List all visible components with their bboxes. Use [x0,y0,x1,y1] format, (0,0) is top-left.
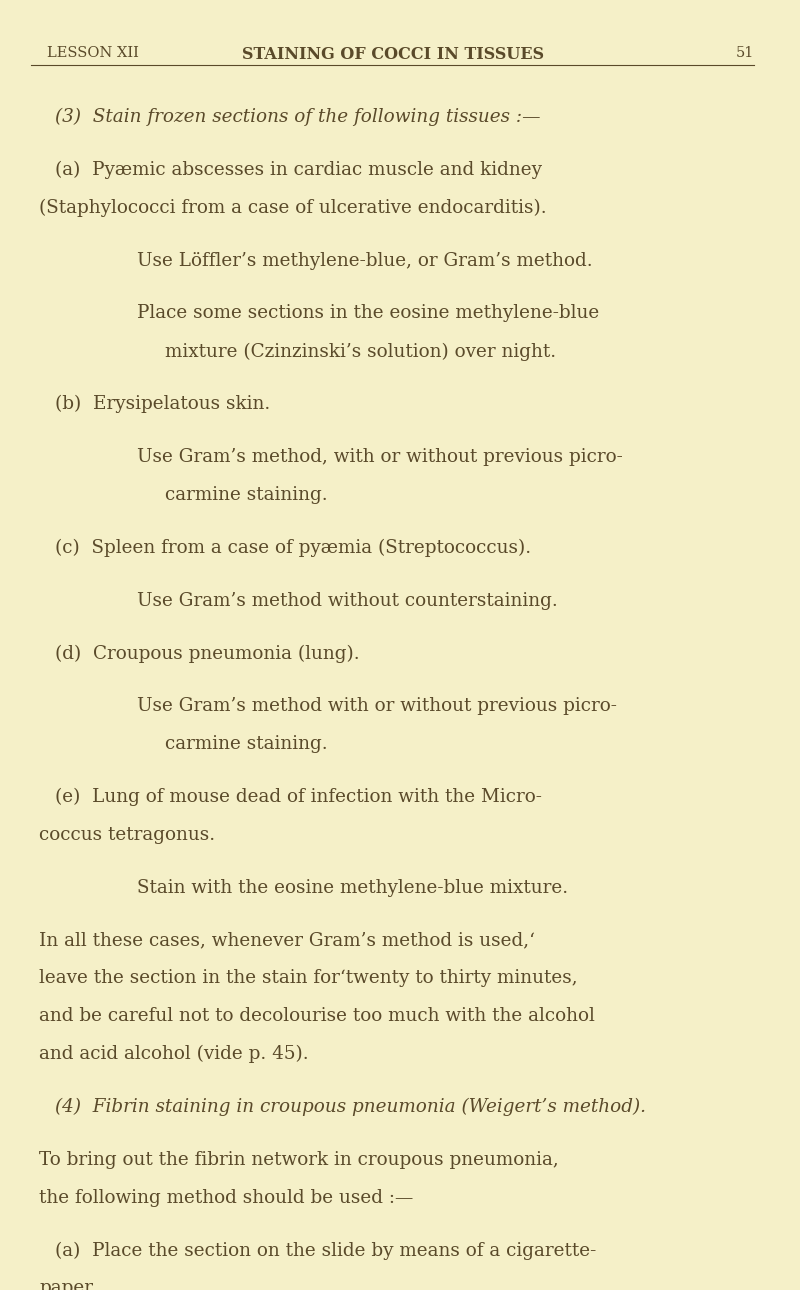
Text: Use Gram’s method with or without previous picro-: Use Gram’s method with or without previo… [138,697,618,715]
Text: carmine staining.: carmine staining. [165,486,328,504]
Text: (a)  Pyæmic abscesses in cardiac muscle and kidney: (a) Pyæmic abscesses in cardiac muscle a… [55,161,542,179]
Text: and acid alcohol (vide p. 45).: and acid alcohol (vide p. 45). [39,1045,309,1063]
Text: (c)  Spleen from a case of pyæmia (Streptococcus).: (c) Spleen from a case of pyæmia (Strept… [55,539,531,557]
Text: Stain with the eosine methylene-blue mixture.: Stain with the eosine methylene-blue mix… [138,878,569,897]
Text: and be careful not to decolourise too much with the alcohol: and be careful not to decolourise too mu… [39,1007,595,1026]
Text: (e)  Lung of mouse dead of infection with the Micro-: (e) Lung of mouse dead of infection with… [55,788,542,806]
Text: carmine staining.: carmine staining. [165,735,328,753]
Text: (Staphylococci from a case of ulcerative endocarditis).: (Staphylococci from a case of ulcerative… [39,199,547,217]
Text: leave the section in the stain for‘twenty to thirty minutes,: leave the section in the stain for‘twent… [39,969,578,987]
Text: (3)  Stain frozen sections of the following tissues :—: (3) Stain frozen sections of the followi… [55,108,541,126]
Text: Place some sections in the eosine methylene-blue: Place some sections in the eosine methyl… [138,304,600,322]
Text: (d)  Croupous pneumonia (lung).: (d) Croupous pneumonia (lung). [55,644,360,663]
Text: LESSON XII: LESSON XII [47,46,139,59]
Text: mixture (Czinzinski’s solution) over night.: mixture (Czinzinski’s solution) over nig… [165,342,556,361]
Text: the following method should be used :—: the following method should be used :— [39,1188,414,1206]
Text: (b)  Erysipelatous skin.: (b) Erysipelatous skin. [55,395,270,413]
Text: coccus tetragonus.: coccus tetragonus. [39,826,215,844]
Text: (4)  Fibrin staining in croupous pneumonia (Weigert’s method).: (4) Fibrin staining in croupous pneumoni… [55,1098,646,1116]
Text: In all these cases, whenever Gram’s method is used,‘: In all these cases, whenever Gram’s meth… [39,931,535,949]
Text: Use Löffler’s methylene-blue, or Gram’s method.: Use Löffler’s methylene-blue, or Gram’s … [138,252,593,270]
Text: paper.: paper. [39,1280,97,1290]
Text: STAINING OF COCCI IN TISSUES: STAINING OF COCCI IN TISSUES [242,46,544,63]
Text: Use Gram’s method, with or without previous picro-: Use Gram’s method, with or without previ… [138,448,623,466]
Text: 51: 51 [736,46,754,59]
Text: (a)  Place the section on the slide by means of a cigarette-: (a) Place the section on the slide by me… [55,1241,596,1260]
Text: To bring out the fibrin network in croupous pneumonia,: To bring out the fibrin network in croup… [39,1151,559,1169]
Text: Use Gram’s method without counterstaining.: Use Gram’s method without counterstainin… [138,592,558,609]
